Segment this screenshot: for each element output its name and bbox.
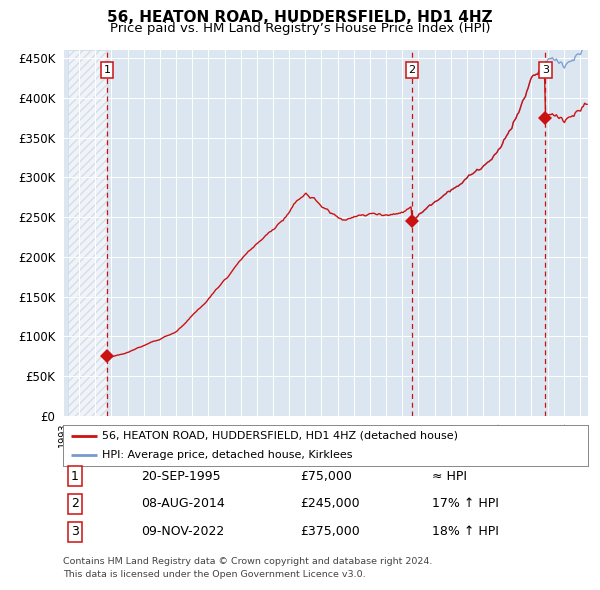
Text: 3: 3 — [71, 525, 79, 538]
Text: 1: 1 — [71, 470, 79, 483]
Text: £75,000: £75,000 — [300, 470, 352, 483]
Bar — [68, 50, 107, 416]
Text: 2: 2 — [409, 65, 415, 76]
Text: 1: 1 — [103, 65, 110, 76]
Text: ≈ HPI: ≈ HPI — [432, 470, 467, 483]
Text: £375,000: £375,000 — [300, 525, 360, 538]
Text: Contains HM Land Registry data © Crown copyright and database right 2024.: Contains HM Land Registry data © Crown c… — [63, 558, 433, 566]
Text: 08-AUG-2014: 08-AUG-2014 — [141, 497, 225, 510]
Text: 17% ↑ HPI: 17% ↑ HPI — [432, 497, 499, 510]
Text: HPI: Average price, detached house, Kirklees: HPI: Average price, detached house, Kirk… — [103, 450, 353, 460]
Text: 2: 2 — [71, 497, 79, 510]
Text: 56, HEATON ROAD, HUDDERSFIELD, HD1 4HZ: 56, HEATON ROAD, HUDDERSFIELD, HD1 4HZ — [107, 10, 493, 25]
Text: 18% ↑ HPI: 18% ↑ HPI — [432, 525, 499, 538]
Text: £245,000: £245,000 — [300, 497, 359, 510]
Text: 09-NOV-2022: 09-NOV-2022 — [141, 525, 224, 538]
Text: Price paid vs. HM Land Registry’s House Price Index (HPI): Price paid vs. HM Land Registry’s House … — [110, 22, 490, 35]
Text: 56, HEATON ROAD, HUDDERSFIELD, HD1 4HZ (detached house): 56, HEATON ROAD, HUDDERSFIELD, HD1 4HZ (… — [103, 431, 458, 441]
Text: 3: 3 — [542, 65, 549, 76]
Text: This data is licensed under the Open Government Licence v3.0.: This data is licensed under the Open Gov… — [63, 571, 365, 579]
Text: 20-SEP-1995: 20-SEP-1995 — [141, 470, 221, 483]
